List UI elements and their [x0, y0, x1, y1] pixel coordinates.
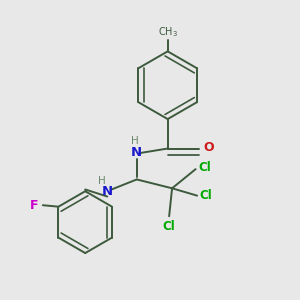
Text: N: N: [102, 185, 113, 198]
Text: O: O: [203, 141, 214, 154]
Text: F: F: [30, 199, 38, 212]
Text: CH$_3$: CH$_3$: [158, 25, 178, 39]
Text: H: H: [131, 136, 139, 146]
Text: H: H: [98, 176, 106, 186]
Text: N: N: [131, 146, 142, 159]
Text: Cl: Cl: [200, 189, 212, 202]
Text: Cl: Cl: [163, 220, 175, 233]
Text: Cl: Cl: [198, 161, 211, 174]
